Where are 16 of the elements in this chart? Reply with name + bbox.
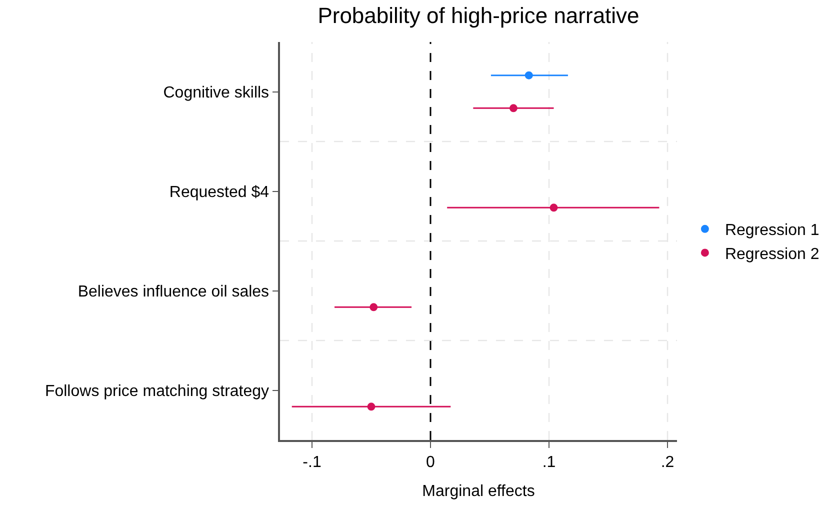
point (509, 104, 518, 112)
legend-label: Regression 1 (724, 222, 820, 240)
x-tick-label: -.1 (302, 454, 322, 471)
y-tick-label: Cognitive skills (163, 84, 270, 102)
point (550, 204, 558, 212)
legend-label: Regression 2 (724, 246, 820, 263)
y-tick-label: Believes influence oil sales (78, 283, 270, 300)
point (367, 402, 376, 411)
x-axis-title: Marginal effects (422, 483, 535, 500)
chart-title: Probability of high-price narrative (318, 3, 640, 28)
x-tick-label: 0 (426, 454, 436, 471)
point (370, 303, 378, 312)
y-tick-label: Follows price matching strategy (44, 382, 270, 400)
x-tick-label: .2 (660, 454, 674, 471)
y-tick-label: Requested $4 (169, 184, 270, 201)
x-tick-label: .1 (542, 454, 556, 471)
